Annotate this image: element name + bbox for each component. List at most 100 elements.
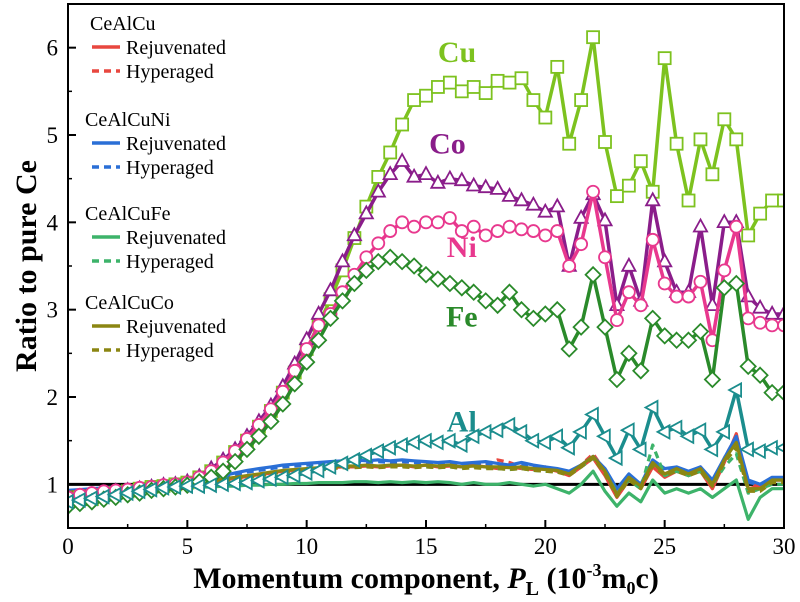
data-point-fe xyxy=(643,309,662,328)
data-point-ni xyxy=(514,222,529,237)
series-line-cealcufe-hyperaged xyxy=(68,443,784,498)
label-fe: Fe xyxy=(446,301,478,334)
data-point-fe xyxy=(512,300,531,319)
data-point-co xyxy=(775,304,784,320)
data-point-ni xyxy=(657,276,672,291)
data-point-ni xyxy=(395,215,410,230)
x-tick-label: 25 xyxy=(653,534,676,559)
data-point-al xyxy=(500,416,516,434)
data-point-fe xyxy=(333,292,352,310)
x-tick-label: 20 xyxy=(534,534,557,559)
data-point-ni xyxy=(526,224,541,238)
x-tick-label: 15 xyxy=(415,534,438,559)
y-tick-label: 2 xyxy=(47,385,59,410)
data-point-ni xyxy=(765,318,779,333)
data-point-ni xyxy=(574,237,589,252)
data-point-fe xyxy=(214,462,232,480)
data-point-cu xyxy=(657,51,672,66)
data-point-co xyxy=(501,187,518,202)
legend-entry-hyperaged: Hyperaged xyxy=(126,340,214,362)
data-point-ni xyxy=(383,224,398,238)
data-point-cu xyxy=(466,80,481,94)
data-point-al xyxy=(345,451,361,469)
data-point-cu xyxy=(753,206,768,221)
data-point-co xyxy=(417,165,435,181)
data-point-co xyxy=(429,173,447,189)
x-tick-label: 10 xyxy=(295,534,318,559)
data-point-cu xyxy=(454,84,469,99)
data-point-fe xyxy=(405,257,423,275)
data-point-ni xyxy=(550,224,565,238)
data-point-al xyxy=(416,432,432,449)
data-point-fe xyxy=(250,427,268,446)
legend-title-cealcuni: CeAlCuNi xyxy=(85,109,171,131)
data-point-co xyxy=(346,226,363,242)
data-point-fe xyxy=(775,383,784,402)
data-point-fe xyxy=(345,274,364,293)
data-point-fe xyxy=(429,270,447,288)
data-point-co xyxy=(525,195,542,211)
data-point-cu xyxy=(633,154,648,169)
data-point-cu xyxy=(669,136,684,151)
data-point-fe xyxy=(703,370,722,389)
x-axis-title: Momentum component, PL (10-3m0c) xyxy=(193,560,659,600)
data-point-fe xyxy=(238,440,256,459)
y-tick-label: 3 xyxy=(47,298,59,323)
data-point-al xyxy=(667,419,683,436)
data-point-co xyxy=(704,296,721,312)
data-point-fe xyxy=(679,331,698,349)
data-point-fe xyxy=(572,318,590,336)
data-point-co xyxy=(489,180,506,195)
data-point-cu xyxy=(610,189,624,204)
data-point-ni xyxy=(431,215,445,230)
data-point-cu xyxy=(717,112,732,127)
data-point-al xyxy=(357,447,373,464)
data-point-ni xyxy=(562,259,577,273)
data-point-co xyxy=(549,197,566,213)
data-point-fe xyxy=(763,383,781,402)
data-point-co xyxy=(405,167,423,183)
y-tick-label: 6 xyxy=(47,36,59,61)
data-point-al xyxy=(142,481,158,498)
data-point-cu xyxy=(371,170,386,184)
data-point-co xyxy=(382,165,399,181)
legend-title-cealcufe: CeAlCuFe xyxy=(85,203,171,225)
data-point-cu xyxy=(526,93,541,107)
data-point-al xyxy=(261,470,277,488)
data-point-cu xyxy=(765,193,779,208)
data-point-co xyxy=(644,191,661,207)
data-point-co xyxy=(370,182,387,198)
data-point-cu xyxy=(550,59,565,74)
data-point-ni xyxy=(407,219,421,234)
data-point-al xyxy=(297,464,313,482)
data-point-fe xyxy=(226,452,244,471)
data-point-al xyxy=(309,462,325,479)
data-point-co xyxy=(692,217,709,233)
data-point-al xyxy=(476,423,492,441)
data-point-ni xyxy=(598,250,612,265)
label-al: Al xyxy=(447,405,477,438)
data-point-al xyxy=(393,436,408,454)
data-point-al xyxy=(106,486,122,503)
data-point-co xyxy=(513,191,530,207)
data-point-al xyxy=(584,406,599,423)
data-point-cu xyxy=(395,117,410,132)
data-point-al xyxy=(321,458,337,476)
data-point-fe xyxy=(727,274,746,293)
data-point-cu xyxy=(502,75,517,90)
label-co: Co xyxy=(429,128,466,161)
data-point-al xyxy=(572,423,587,441)
data-point-cu xyxy=(574,93,589,107)
data-point-al xyxy=(440,432,456,449)
data-point-co xyxy=(751,298,769,314)
data-point-ni xyxy=(610,313,624,328)
data-point-al xyxy=(118,484,134,502)
data-point-cu xyxy=(729,132,744,147)
data-point-fe xyxy=(464,283,483,301)
data-point-cu xyxy=(514,71,529,86)
data-point-al xyxy=(548,428,563,445)
data-point-al xyxy=(82,490,98,507)
data-point-al xyxy=(739,441,754,458)
data-point-ni xyxy=(311,318,326,333)
